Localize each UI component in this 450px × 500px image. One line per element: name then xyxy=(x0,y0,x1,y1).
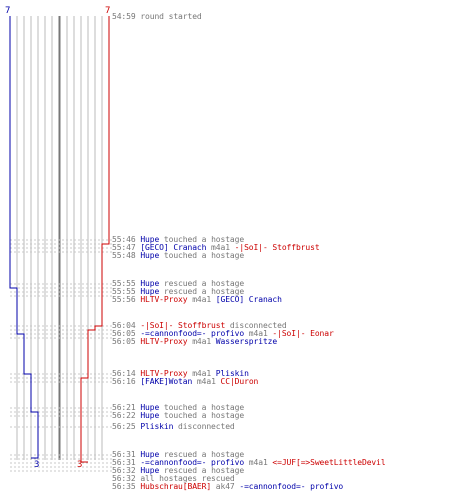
log-action: rescued a hostage xyxy=(159,279,245,288)
player-ct: Pliskin xyxy=(215,369,249,378)
player-t: HLTV-Proxy xyxy=(140,369,188,378)
log-entry: 56:32 Hupe rescued a hostage xyxy=(112,466,244,475)
log-time: 55:55 xyxy=(112,287,141,296)
log-entry: 56:31 Hupe rescued a hostage xyxy=(112,450,244,459)
log-time: 56:31 xyxy=(112,450,141,459)
log-action: disconnected xyxy=(225,321,287,330)
log-action: touched a hostage xyxy=(159,411,245,420)
log-action: rescued a hostage xyxy=(159,287,245,296)
log-time: 56:32 xyxy=(112,466,141,475)
player-t: HLTV-Proxy xyxy=(140,295,188,304)
player-ct: Hupe xyxy=(140,466,160,475)
log-entry: 55:47 [GECO] Cranach m4a1 -|SoI|- Stoffb… xyxy=(112,243,320,252)
player-ct: Hupe xyxy=(140,235,160,244)
log-action: touched a hostage xyxy=(159,251,245,260)
count-ct-end: 3 xyxy=(34,460,40,470)
log-entry: 55:55 Hupe rescued a hostage xyxy=(112,279,244,288)
log-time: 56:35 xyxy=(112,482,141,491)
log-entry: 56:05 HLTV-Proxy m4a1 Wasserspritze xyxy=(112,337,277,346)
player-ct: -=cannonfood=- profivo xyxy=(140,329,245,338)
log-entry: 56:14 HLTV-Proxy m4a1 Pliskin xyxy=(112,369,249,378)
log-action: m4a1 xyxy=(244,329,273,338)
log-action: m4a1 xyxy=(187,295,216,304)
log-time: 56:16 xyxy=(112,377,141,386)
log-time: 55:48 xyxy=(112,251,141,260)
log-entry: 55:48 Hupe touched a hostage xyxy=(112,251,244,260)
player-ct: -=cannonfood=- profivo xyxy=(140,458,245,467)
log-action: rescued a hostage xyxy=(159,450,245,459)
log-entry: 56:05 -=cannonfood=- profivo m4a1 -|SoI|… xyxy=(112,329,334,338)
player-ct: Pliskin xyxy=(140,422,174,431)
player-ct: Hupe xyxy=(140,287,160,296)
log-time: 55:46 xyxy=(112,235,141,244)
player-ct: Hupe xyxy=(140,411,160,420)
t-alive-line xyxy=(80,16,110,463)
log-entry: 56:04 -|SoI|- Stoffbrust disconnected xyxy=(112,321,287,330)
log-action: m4a1 xyxy=(244,458,273,467)
log-entry: 56:31 -=cannonfood=- profivo m4a1 <=JUF[… xyxy=(112,458,386,467)
log-time: 55:55 xyxy=(112,279,141,288)
log-entry: 56:21 Hupe touched a hostage xyxy=(112,403,244,412)
log-action: disconnected xyxy=(173,422,235,431)
log-time: 56:22 xyxy=(112,411,141,420)
log-action: touched a hostage xyxy=(159,403,245,412)
log-time: 56:21 xyxy=(112,403,141,412)
log-action: m4a1 xyxy=(187,369,216,378)
log-action: m4a1 xyxy=(187,337,216,346)
log-time: 55:47 xyxy=(112,243,141,252)
count-t-end: 3 xyxy=(77,460,83,470)
log-entry: 56:16 [FAKE]Wotan m4a1 CC|Duron xyxy=(112,377,258,386)
player-ct: Hupe xyxy=(140,450,160,459)
count-t-start: 7 xyxy=(105,6,111,16)
log-entry: 56:35 Hubschrau[BAER] ak47 -=cannonfood=… xyxy=(112,482,343,491)
log-time: 56:25 xyxy=(112,422,141,431)
player-t: HLTV-Proxy xyxy=(140,337,188,346)
player-t: -|SoI|- Stoffbrust xyxy=(234,243,320,252)
log-entry: 56:22 Hupe touched a hostage xyxy=(112,411,244,420)
log-time: 56:14 xyxy=(112,369,141,378)
player-ct: [GECO] Cranach xyxy=(215,295,282,304)
player-ct: [FAKE]Wotan xyxy=(140,377,193,386)
player-t: -|SoI|- Stoffbrust xyxy=(140,321,226,330)
log-time: 54:59 xyxy=(112,12,141,21)
player-t: <=JUF[=>SweetLittleDevil xyxy=(272,458,386,467)
log-entry: 55:56 HLTV-Proxy m4a1 [GECO] Cranach xyxy=(112,295,282,304)
log-entry: 55:55 Hupe rescued a hostage xyxy=(112,287,244,296)
player-t: Hubschrau[BAER] xyxy=(140,482,212,491)
player-ct: Hupe xyxy=(140,403,160,412)
player-ct: Hupe xyxy=(140,251,160,260)
log-action: ak47 xyxy=(211,482,240,491)
log-action: all hostages rescued xyxy=(140,474,235,483)
log-action: m4a1 xyxy=(192,377,221,386)
log-action: touched a hostage xyxy=(159,235,245,244)
log-action: round started xyxy=(140,12,202,21)
count-ct-start: 7 xyxy=(5,6,11,16)
player-t: -|SoI|- Eonar xyxy=(272,329,334,338)
log-time: 56:05 xyxy=(112,337,141,346)
log-action: m4a1 xyxy=(206,243,235,252)
log-time: 56:32 xyxy=(112,474,141,483)
player-ct: Wasserspritze xyxy=(215,337,278,346)
log-action: rescued a hostage xyxy=(159,466,245,475)
log-time: 56:31 xyxy=(112,458,141,467)
log-entry: 54:59 round started xyxy=(112,12,202,21)
player-ct: Hupe xyxy=(140,279,160,288)
ct-alive-line xyxy=(9,16,39,459)
player-t: CC|Duron xyxy=(220,377,259,386)
log-entry: 56:25 Pliskin disconnected xyxy=(112,422,235,431)
log-entry: 55:46 Hupe touched a hostage xyxy=(112,235,244,244)
log-time: 55:56 xyxy=(112,295,141,304)
player-ct: [GECO] Cranach xyxy=(140,243,207,252)
log-time: 56:05 xyxy=(112,329,141,338)
round-timeline-graph xyxy=(9,16,112,472)
log-time: 56:04 xyxy=(112,321,141,330)
player-ct: -=cannonfood=- profivo xyxy=(239,482,344,491)
log-entry: 56:32 all hostages rescued xyxy=(112,474,235,483)
